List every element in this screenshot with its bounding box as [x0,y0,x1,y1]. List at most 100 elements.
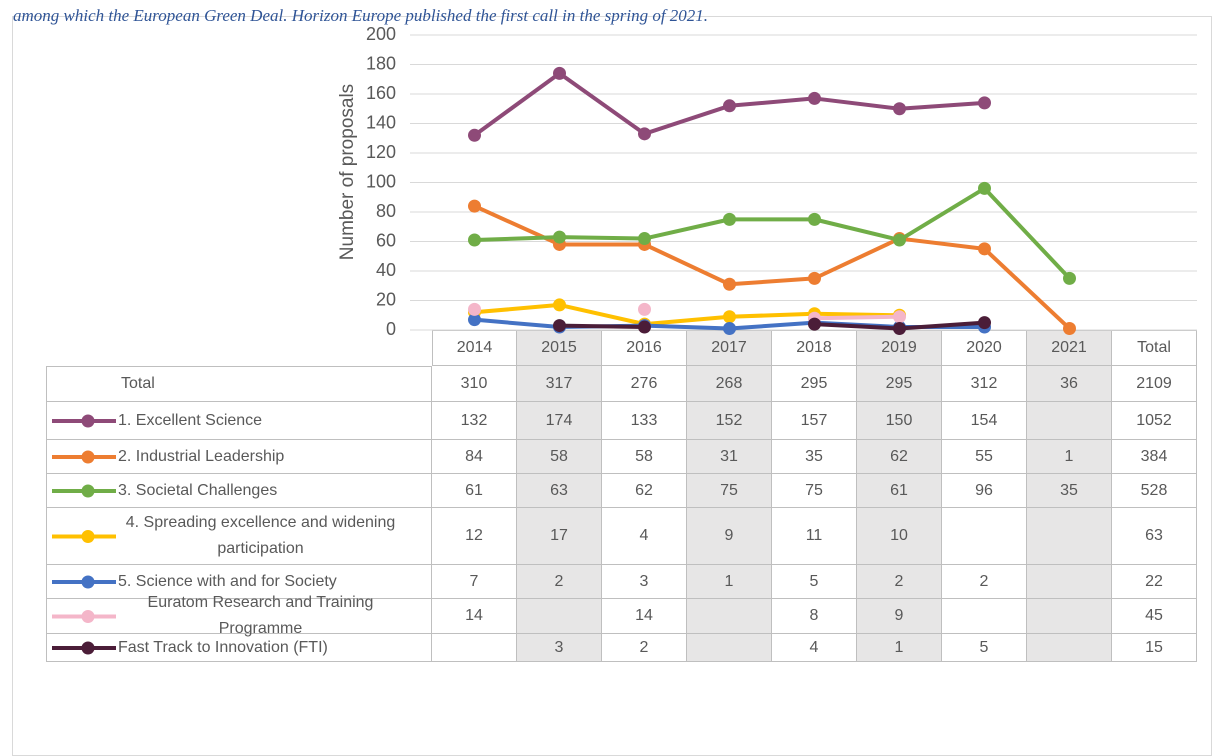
x-tick-label-text: 2019 [881,339,917,356]
x-tick-label-text: 2016 [626,339,662,356]
y-tick-label: 200 [366,24,396,44]
y-tick-label: 20 [376,289,396,309]
table-cell: 276 [602,366,687,402]
table-cell-text: 61 [465,481,483,499]
data-point [1063,271,1076,285]
y-tick-label: 100 [366,171,396,191]
table-cell: 310 [432,366,517,402]
legend-marker [81,641,95,655]
y-tick-label: 140 [366,112,396,132]
data-point [638,127,651,141]
legend-entry: Fast Track to Innovation (FTI) [46,634,432,662]
caption: among which the European Green Deal. Hor… [13,6,709,25]
x-tick-label-text: 2018 [796,339,832,356]
table-cell-text: 5 [809,572,819,590]
legend-entry-text: 1. Excellent Science [118,411,263,429]
x-tick-label: 2021 [1027,330,1112,366]
table-cell: 2 [942,565,1027,599]
table-cell: 154 [942,402,1027,440]
table-cell-text: 310 [460,374,488,392]
table-cell: 35 [772,440,857,474]
table-cell [1027,599,1112,634]
table-cell [432,634,517,662]
table-total: 528 [1112,474,1197,508]
table-cell-text: 14 [635,607,653,624]
table-total: 2109 [1112,366,1197,402]
table-cell [1027,508,1112,565]
table-cell: 10 [857,508,942,565]
table-cell: 132 [432,402,517,440]
legend-entry: 5. Science with and for Society [46,565,432,599]
table-cell-text: 63 [550,481,568,499]
series-line [474,302,900,327]
data-point [808,271,821,285]
y-tick-label: 80 [376,201,396,221]
table-cell: 9 [687,508,772,565]
table-cell-text: 61 [890,481,908,499]
table-cell: 133 [602,402,687,440]
table-cell: 58 [602,440,687,474]
table-cell-text: 75 [720,481,738,499]
table-cell: 1 [857,634,942,662]
table-cell: 3 [517,634,602,662]
table-cell-text: 55 [975,447,993,465]
table-cell-text: 7 [469,572,479,590]
y-tick-label: 40 [376,260,396,280]
data-point [638,302,651,316]
table-cell-text: 9 [894,607,904,624]
table-total-text: 2109 [1136,374,1172,392]
table-cell-text: 58 [550,447,568,465]
table-cell-text: 276 [630,374,658,392]
legend-entry: 4. Spreading excellence and widening par… [46,508,432,565]
x-tick-label-text: 2014 [456,339,493,356]
table-total: 384 [1112,440,1197,474]
table-total-text: 15 [1145,638,1163,656]
table-cell: 268 [687,366,772,402]
table-cell: 84 [432,440,517,474]
table-cell-text: 8 [809,607,819,624]
table-total-text: 1052 [1136,411,1172,429]
legend-entry: 3. Societal Challenges [46,474,432,508]
data-point [638,232,651,246]
legend-entry-text: 2. Industrial Leadership [118,447,285,465]
series-line [473,204,1071,330]
table-cell: 62 [602,474,687,508]
table-cell-text: 295 [885,374,913,392]
table-cell: 152 [687,402,772,440]
legend-entry: 2. Industrial Leadership [46,440,432,474]
data-point [978,242,991,256]
table-cell-text: 11 [805,527,823,544]
table-cell: 62 [857,440,942,474]
table-cell-text: 157 [800,411,828,429]
data-point [638,320,651,334]
series-line [474,186,1071,280]
table-cell: 1 [1027,440,1112,474]
table-cell-text: 4 [639,527,649,544]
table-total-text: 45 [1145,607,1163,624]
table-cell: 61 [432,474,517,508]
table-total: 63 [1112,508,1197,565]
table-cell: 9 [857,599,942,634]
legend-marker [81,530,95,543]
page: {"caption": "among which the European Gr… [12,6,1212,756]
legend-entry-text: 5. Science with and for Society [118,572,337,590]
table-total: 22 [1112,565,1197,599]
table-cell-text: 1 [1064,447,1074,465]
table-cell-text: 36 [1060,374,1078,392]
table-cell: 174 [517,402,602,440]
table-cell-text: 62 [890,447,908,465]
table-cell-text: 133 [630,411,658,429]
data-point [553,298,566,312]
data-point [468,199,481,213]
table-cell-text: 31 [720,447,738,465]
legend-entry-text: Euratom Research and Training Programme [147,594,374,637]
table-cell: 35 [1027,474,1112,508]
table-cell: 14 [432,599,517,634]
table-cell: 157 [772,402,857,440]
table-cell-text: 62 [635,481,653,499]
table-cell-text: 12 [465,527,483,544]
table-cell: 8 [772,599,857,634]
table-cell: 295 [857,366,942,402]
y-axis-label: Number of proposals [337,84,358,260]
chart: Number of proposals 02040608010012014016… [52,24,1197,655]
